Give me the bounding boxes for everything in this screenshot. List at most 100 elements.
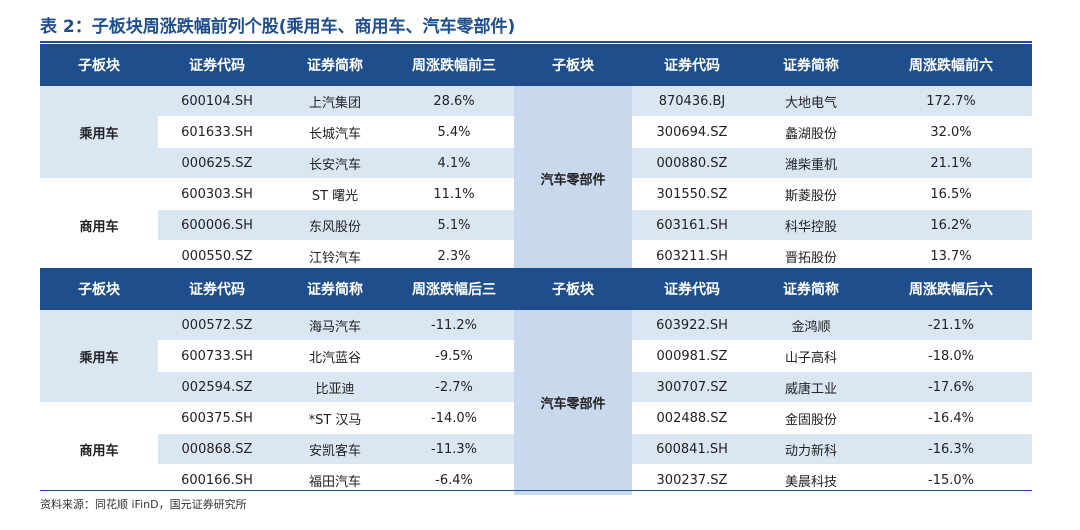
name-cell: 海马汽车 [276,310,394,341]
name-cell: 蠡湖股份 [752,117,870,148]
change-cell: 16.5% [870,179,1032,210]
name-cell: *ST 汉马 [276,403,394,434]
name-cell: 科华控股 [752,210,870,241]
name-cell: 美晨科技 [752,465,870,496]
header-row: 子板块 证券代码 证券简称 周涨跌幅后三 子板块 证券代码 证券简称 周涨跌幅后… [40,268,1032,310]
code-cell: 002488.SZ [632,403,752,434]
change-cell: -14.0% [394,403,514,434]
code-cell: 870436.BJ [632,86,752,117]
table-row: 000868.SZ 安凯客车 -11.3% 600841.SH 动力新科 -16… [40,434,1032,465]
name-cell: 安凯客车 [276,434,394,465]
code-cell: 000572.SZ [158,310,276,341]
code-cell: 301550.SZ [632,179,752,210]
code-cell: 600006.SH [158,210,276,241]
change-cell: -11.2% [394,310,514,341]
top-movers-table: 子板块 证券代码 证券简称 周涨跌幅前三 子板块 证券代码 证券简称 周涨跌幅前… [40,44,1032,272]
table-row: 002594.SZ 比亚迪 -2.7% 300707.SZ 威唐工业 -17.6… [40,372,1032,403]
change-cell: -6.4% [394,465,514,496]
name-cell: 大地电气 [752,86,870,117]
header-cell: 周涨跌幅前三 [394,44,514,86]
segment-cell: 商用车 [40,179,158,272]
name-cell: 比亚迪 [276,372,394,403]
change-cell: 5.1% [394,210,514,241]
code-cell: 600841.SH [632,434,752,465]
change-cell: -18.0% [870,341,1032,372]
name-cell: 长安汽车 [276,148,394,179]
change-cell: 11.1% [394,179,514,210]
header-cell: 证券简称 [276,44,394,86]
code-cell: 300694.SZ [632,117,752,148]
code-cell: 000868.SZ [158,434,276,465]
name-cell: 山子高科 [752,341,870,372]
name-cell: 金鸿顺 [752,310,870,341]
code-cell: 600375.SH [158,403,276,434]
change-cell: 5.4% [394,117,514,148]
segment-cell: 商用车 [40,403,158,496]
code-cell: 000625.SZ [158,148,276,179]
change-cell: -11.3% [394,434,514,465]
header-cell: 证券代码 [632,268,752,310]
code-cell: 002594.SZ [158,372,276,403]
source-note: 资料来源：同花顺 iFinD，国元证券研究所 [40,498,247,511]
name-cell: 潍柴重机 [752,148,870,179]
header-cell: 子板块 [514,44,632,86]
table-row: 601633.SH 长城汽车 5.4% 300694.SZ 蠡湖股份 32.0% [40,117,1032,148]
header-cell: 子板块 [40,268,158,310]
name-cell: 长城汽车 [276,117,394,148]
change-cell: -2.7% [394,372,514,403]
code-cell: 601633.SH [158,117,276,148]
code-cell: 300707.SZ [632,372,752,403]
name-cell: 威唐工业 [752,372,870,403]
name-cell: 福田汽车 [276,465,394,496]
name-cell: 北汽蓝谷 [276,341,394,372]
table-row: 000550.SZ 江铃汽车 2.3% 603211.SH 晋拓股份 13.7% [40,241,1032,272]
segment-cell: 汽车零部件 [514,86,632,272]
header-row: 子板块 证券代码 证券简称 周涨跌幅前三 子板块 证券代码 证券简称 周涨跌幅前… [40,44,1032,86]
code-cell: 600166.SH [158,465,276,496]
bottom-movers-table: 子板块 证券代码 证券简称 周涨跌幅后三 子板块 证券代码 证券简称 周涨跌幅后… [40,268,1032,496]
change-cell: -9.5% [394,341,514,372]
code-cell: 600733.SH [158,341,276,372]
code-cell: 000981.SZ [632,341,752,372]
name-cell: 斯菱股份 [752,179,870,210]
code-cell: 603161.SH [632,210,752,241]
header-cell: 证券简称 [752,44,870,86]
header-cell: 证券代码 [632,44,752,86]
title-rule [40,41,1032,43]
segment-cell: 汽车零部件 [514,310,632,496]
change-cell: 21.1% [870,148,1032,179]
change-cell: -16.4% [870,403,1032,434]
change-cell: 172.7% [870,86,1032,117]
header-cell: 周涨跌幅前六 [870,44,1032,86]
change-cell: 32.0% [870,117,1032,148]
change-cell: -15.0% [870,465,1032,496]
header-cell: 证券代码 [158,268,276,310]
name-cell: 晋拓股份 [752,241,870,272]
name-cell: 东风股份 [276,210,394,241]
code-cell: 300237.SZ [632,465,752,496]
code-cell: 603922.SH [632,310,752,341]
table-row: 商用车 600303.SH ST 曙光 11.1% 301550.SZ 斯菱股份… [40,179,1032,272]
table-row: 600733.SH 北汽蓝谷 -9.5% 000981.SZ 山子高科 -18.… [40,341,1032,372]
code-cell: 600104.SH [158,86,276,117]
table-row: 乘用车 600104.SH 上汽集团 28.6% 汽车零部件 870436.BJ… [40,86,1032,272]
change-cell: -21.1% [870,310,1032,341]
header-cell: 子板块 [514,268,632,310]
change-cell: 2.3% [394,241,514,272]
table-row: 600006.SH 东风股份 5.1% 603161.SH 科华控股 16.2% [40,210,1032,241]
header-cell: 子板块 [40,44,158,86]
name-cell: ST 曙光 [276,179,394,210]
table-title: 表 2：子板块周涨跌幅前列个股(乘用车、商用车、汽车零部件) [40,17,516,37]
header-cell: 证券简称 [752,268,870,310]
code-cell: 000550.SZ [158,241,276,272]
name-cell: 金固股份 [752,403,870,434]
change-cell: 28.6% [394,86,514,117]
segment-cell: 乘用车 [40,86,158,179]
change-cell: -16.3% [870,434,1032,465]
table-row: 乘用车 000572.SZ 海马汽车 -11.2% 汽车零部件 603922.S… [40,310,1032,496]
table-row: 商用车 600375.SH *ST 汉马 -14.0% 002488.SZ 金固… [40,403,1032,496]
name-cell: 上汽集团 [276,86,394,117]
change-cell: -17.6% [870,372,1032,403]
segment-cell: 乘用车 [40,310,158,403]
header-cell: 证券代码 [158,44,276,86]
